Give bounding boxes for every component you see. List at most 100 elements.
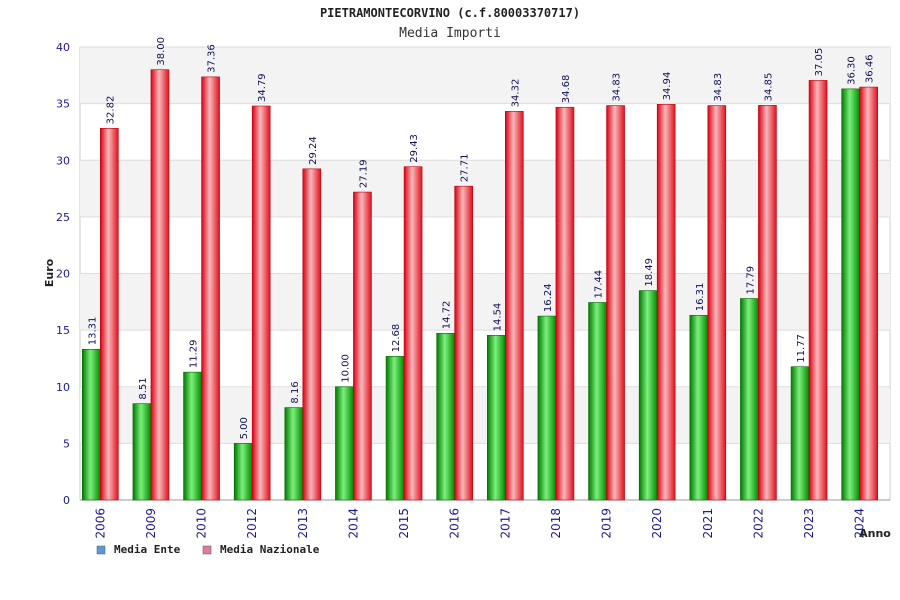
data-label: 18.49	[644, 258, 655, 287]
data-label: 17.79	[745, 266, 756, 295]
data-label: 14.72	[442, 301, 453, 330]
y-tick-label: 15	[56, 324, 70, 337]
bar-media-ente	[689, 314, 709, 501]
y-axis-ticks: 0 5 10 15 20 25 30 35 40	[56, 41, 70, 507]
y-tick-label: 0	[63, 494, 70, 507]
bar-media-nazionale	[758, 105, 777, 501]
x-tick-label: 2009	[144, 508, 158, 539]
bar-media-nazionale	[454, 185, 473, 501]
x-tick-label: 2019	[600, 508, 614, 539]
x-tick-label: 2013	[296, 508, 310, 539]
x-tick-label: 2010	[195, 508, 209, 539]
data-label: 37.05	[814, 48, 825, 77]
chart-title: PIETRAMONTECORVINO (c.f.80003370717)	[320, 6, 580, 20]
data-label: 8.16	[290, 381, 301, 403]
bar-media-ente	[487, 335, 506, 501]
legend: Media Ente Media Nazionale	[96, 543, 320, 556]
data-label: 34.94	[662, 72, 673, 101]
y-tick-label: 10	[56, 381, 70, 394]
y-tick-label: 35	[56, 98, 70, 111]
data-label: 27.71	[460, 154, 471, 183]
data-label: 34.68	[561, 75, 572, 104]
data-label: 5.00	[239, 417, 250, 439]
bar-media-nazionale	[808, 80, 828, 501]
legend-swatch-media-ente	[96, 545, 106, 555]
data-label: 34.83	[713, 73, 724, 102]
bar-media-nazionale	[859, 86, 878, 501]
data-label: 27.19	[358, 159, 369, 188]
data-label: 36.46	[865, 54, 876, 83]
data-labels: 13.31 32.82 8.51 38.00 11.29 37.36 5.00 34.79 8.…	[87, 37, 875, 439]
x-tick-label: 2017	[498, 508, 512, 539]
data-label: 29.43	[409, 134, 420, 163]
bar-media-nazionale	[656, 104, 676, 501]
bar-media-ente	[233, 443, 253, 501]
bar-media-ente	[335, 386, 354, 501]
bars	[82, 69, 878, 501]
bar-media-ente	[132, 403, 152, 501]
data-label: 37.36	[207, 44, 218, 73]
data-label: 34.32	[510, 79, 521, 108]
bar-media-nazionale	[100, 128, 119, 501]
x-tick-label: 2018	[549, 508, 563, 539]
y-tick-label: 40	[56, 41, 70, 54]
y-axis-label: Euro	[43, 258, 56, 287]
data-label: 16.31	[695, 283, 706, 312]
data-label: 11.29	[189, 340, 200, 369]
x-tick-label: 2014	[346, 508, 360, 539]
x-tick-label: 2022	[751, 508, 765, 539]
legend-swatch-media-nazionale	[202, 545, 212, 555]
data-label: 12.68	[391, 324, 402, 353]
bar-media-nazionale	[606, 105, 625, 501]
data-label: 14.54	[492, 303, 503, 332]
y-tick-label: 30	[56, 154, 70, 167]
data-label: 17.44	[594, 270, 605, 299]
bar-media-nazionale	[302, 168, 322, 501]
x-tick-label: 2006	[93, 508, 107, 539]
data-label: 29.24	[308, 136, 319, 165]
bar-media-nazionale	[201, 76, 220, 501]
x-tick-label: 2012	[245, 508, 259, 539]
bar-media-ente	[841, 88, 860, 501]
data-label: 34.79	[257, 73, 268, 102]
bar-media-ente	[385, 356, 405, 501]
bar-media-ente	[284, 407, 304, 501]
bar-media-ente	[82, 348, 101, 501]
y-tick-label: 25	[56, 211, 70, 224]
bar-media-nazionale	[251, 105, 271, 501]
bar-media-ente	[588, 302, 607, 501]
data-label: 16.24	[543, 283, 554, 312]
data-label: 32.82	[105, 96, 116, 125]
legend-label-media-nazionale: Media Nazionale	[220, 543, 320, 556]
bar-media-ente	[790, 366, 810, 501]
bar-media-ente	[537, 315, 557, 501]
bar-media-nazionale	[505, 111, 524, 501]
bar-media-ente	[436, 332, 455, 501]
data-label: 34.85	[763, 73, 774, 102]
x-tick-label: 2020	[650, 508, 664, 539]
bar-media-nazionale	[707, 105, 727, 501]
x-tick-label: 2015	[397, 508, 411, 539]
chart-subtitle: Media Importi	[399, 26, 501, 41]
bar-media-ente	[740, 298, 759, 501]
data-label: 8.51	[138, 377, 149, 399]
x-tick-label: 2016	[448, 508, 462, 539]
x-tick-label: 2021	[701, 508, 715, 539]
data-label: 10.00	[340, 354, 351, 383]
bar-media-ente	[638, 290, 658, 501]
y-tick-label: 5	[63, 437, 70, 450]
x-axis-label: Anno	[859, 527, 891, 540]
data-label: 11.77	[796, 334, 807, 363]
y-tick-label: 20	[56, 268, 70, 281]
x-axis-ticks: 2006 2009 2010 2012 2013 2014 2015 2016 2017 2018…	[93, 508, 866, 539]
bar-media-nazionale	[150, 69, 170, 501]
data-label: 34.83	[612, 73, 623, 102]
data-label: 38.00	[156, 37, 167, 66]
bar-media-nazionale	[555, 106, 575, 501]
bar-media-ente	[183, 371, 202, 501]
x-tick-label: 2024	[853, 508, 867, 539]
bar-media-nazionale	[403, 166, 423, 501]
data-label: 13.31	[87, 317, 98, 346]
legend-label-media-ente: Media Ente	[114, 543, 181, 556]
